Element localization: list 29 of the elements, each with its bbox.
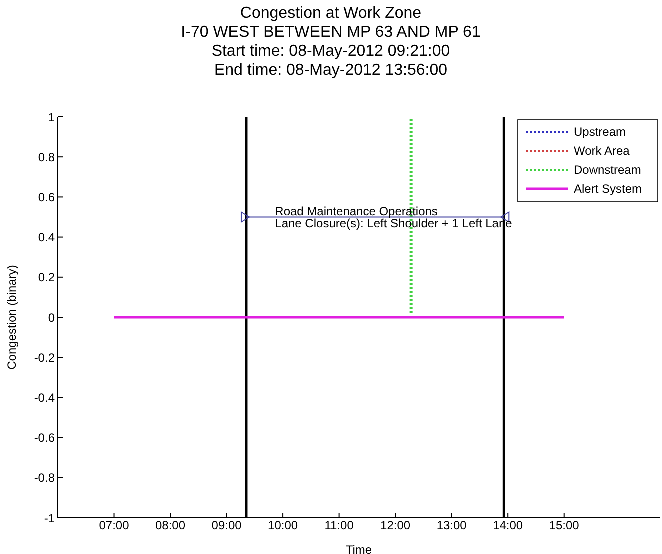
x-tick-label: 10:00 bbox=[268, 518, 298, 533]
legend-label: Work Area bbox=[574, 144, 630, 158]
y-tick-label: -1 bbox=[44, 511, 56, 526]
y-tick-label: 0.4 bbox=[38, 230, 56, 245]
x-tick-label: 07:00 bbox=[99, 518, 130, 533]
y-tick-label: -0.2 bbox=[34, 350, 56, 365]
x-tick-label: 15:00 bbox=[549, 518, 580, 533]
x-tick-label: 08:00 bbox=[156, 518, 186, 533]
chart-subtitle: I-70 WEST BETWEEN MP 63 AND MP 61 Start time: 08-May-2012 09:21:00 End time: 08-May-2012 13:56:00 bbox=[180, 23, 482, 80]
y-tick-label: -0.6 bbox=[34, 431, 56, 446]
legend-label: Downstream bbox=[574, 163, 642, 177]
chart-title: Congestion at Work Zone bbox=[239, 4, 423, 23]
y-tick-label: 0.6 bbox=[38, 190, 56, 204]
y-tick-label: 1 bbox=[48, 110, 56, 124]
y-axis-title: Congestion (binary) bbox=[5, 265, 19, 370]
x-axis-title: Time bbox=[346, 543, 372, 554]
y-tick-label: -0.4 bbox=[34, 390, 56, 405]
y-tick-label: 0.8 bbox=[38, 150, 56, 164]
x-tick-label: 13:00 bbox=[436, 518, 468, 533]
y-tick-label: -0.8 bbox=[34, 471, 56, 486]
y-tick-label: 0.2 bbox=[38, 270, 56, 285]
legend-label: Alert System bbox=[574, 182, 642, 196]
legend-label: Upstream bbox=[574, 125, 626, 139]
x-tick-label: 11:00 bbox=[324, 518, 354, 533]
x-tick-label: 09:00 bbox=[212, 518, 242, 533]
y-tick-label: 0 bbox=[48, 310, 56, 325]
annotation: Road Maintenance Operations bbox=[275, 204, 438, 218]
x-tick-label: 12:00 bbox=[380, 518, 411, 533]
x-tick-label: 14:00 bbox=[493, 518, 524, 533]
